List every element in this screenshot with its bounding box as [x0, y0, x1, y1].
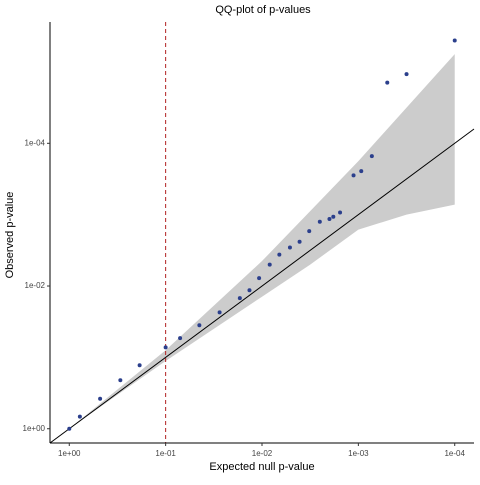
x-tick-label: 1e-02 [252, 449, 273, 458]
point [331, 214, 336, 219]
confidence-band [69, 54, 455, 429]
y-tick-label: 1e+00 [23, 424, 46, 433]
point [247, 288, 252, 293]
point [452, 38, 457, 43]
point [369, 154, 374, 159]
point [385, 80, 390, 85]
x-tick-label: 1e+00 [58, 449, 81, 458]
point [178, 336, 183, 341]
chart-title: QQ-plot of p-values [215, 4, 311, 16]
x-tick-label: 1e-01 [155, 449, 176, 458]
point [307, 229, 312, 234]
point [317, 219, 322, 224]
point [327, 216, 332, 221]
point [67, 426, 72, 431]
point [118, 378, 123, 383]
point [297, 239, 302, 244]
point [267, 262, 272, 267]
point [351, 173, 356, 178]
point [237, 296, 242, 301]
point [77, 414, 82, 419]
point [277, 252, 282, 257]
point [197, 323, 202, 328]
point [163, 345, 168, 350]
point [98, 396, 103, 401]
point [287, 245, 292, 250]
point [404, 72, 409, 77]
point [257, 276, 262, 281]
point [338, 210, 343, 215]
y-axis-label: Observed p-value [4, 192, 16, 279]
x-tick-label: 1e-03 [348, 449, 369, 458]
x-axis-label: Expected null p-value [209, 461, 314, 473]
y-tick-label: 1e-02 [25, 281, 46, 290]
point [137, 363, 142, 368]
point [359, 169, 364, 174]
point [217, 310, 222, 315]
reference-line [49, 128, 475, 444]
y-tick-label: 1e-04 [25, 138, 46, 147]
x-tick-label: 1e-04 [444, 449, 465, 458]
